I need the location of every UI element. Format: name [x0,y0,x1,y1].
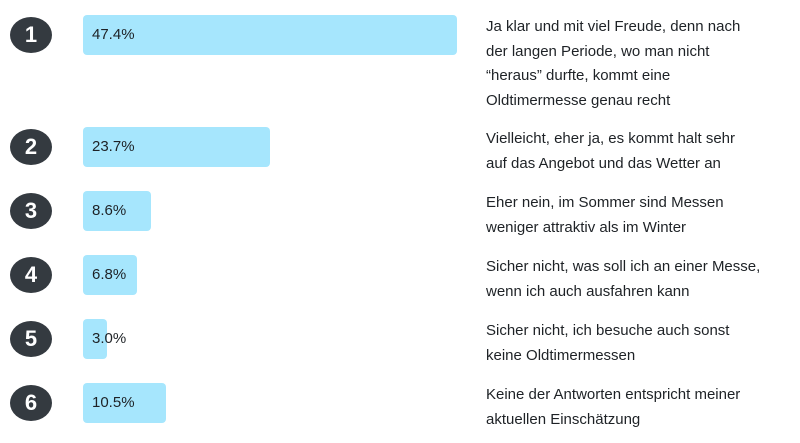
answer-text: Sicher nicht, ich besuche auch sonst kei… [486,322,730,364]
bar [83,255,137,295]
bar [83,127,271,167]
rank-badge: 5 [10,321,52,357]
rank-badge: 4 [10,257,52,293]
bar [83,191,151,231]
answer-text: Eher nein, im Sommer sind Messen weniger… [486,194,724,236]
bar [83,383,166,423]
bar-value-label: 6.8% [92,266,127,283]
rank-badge: 2 [10,129,52,165]
rank-badge: 3 [10,193,52,229]
bar [83,319,107,359]
bar-value-label: 47.4% [92,26,135,43]
bar [83,15,458,55]
answer-text: Sicher nicht, was soll ich an einer Mess… [486,258,761,300]
answer-text: Keine der Antworten entspricht meiner ak… [486,386,741,428]
answer-text: Vielleicht, eher ja, es kommt halt sehr … [486,130,736,172]
bar-value-label: 3.0% [92,330,127,347]
bar-value-label: 10.5% [92,394,135,411]
answer-text: Ja klar und mit viel Freude, denn nach d… [486,18,741,109]
bar-value-label: 8.6% [92,202,127,219]
rank-badge: 1 [10,17,52,53]
rank-badge: 6 [10,385,52,421]
bar-value-label: 23.7% [92,138,135,155]
